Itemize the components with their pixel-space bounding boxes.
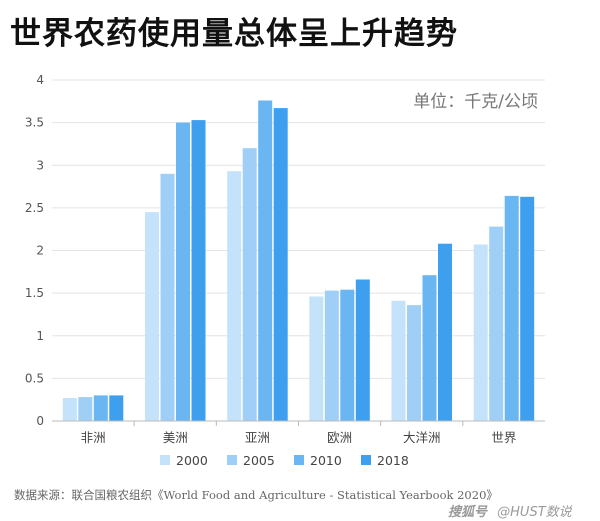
legend-label: 2000: [176, 453, 208, 468]
unit-label: 单位：千克/公顷: [413, 92, 538, 112]
x-tick-label: 大洋洲: [403, 430, 441, 445]
watermark: 搜狐号 @HUST数说: [448, 501, 572, 520]
legend-swatch: [361, 455, 371, 465]
bar: [489, 226, 504, 421]
bar: [227, 171, 242, 421]
bar: [407, 305, 421, 421]
chart-title: 世界农药使用量总体呈上升趋势: [10, 16, 458, 52]
x-tick-label: 世界: [491, 430, 517, 445]
bar: [422, 275, 437, 421]
bar: [324, 290, 339, 421]
bar: [242, 148, 257, 421]
y-tick-label: 4: [36, 73, 44, 87]
y-tick-label: 0: [36, 414, 44, 428]
bar: [176, 122, 190, 421]
legend-swatch: [160, 455, 170, 465]
bar: [160, 173, 175, 421]
bar: [109, 395, 124, 421]
bar: [78, 397, 93, 421]
bar: [145, 212, 159, 421]
legend-swatch: [227, 455, 237, 465]
bar: [438, 243, 452, 421]
axes: 0 0.5 1 1.5 2 2.5 3 3.5 4 非洲 美洲 亚洲 欧洲 大洋洲 世界: [25, 73, 545, 445]
y-tick-label: 1: [36, 329, 44, 343]
bar: [93, 395, 108, 421]
source-note: 数据来源：联合国粮农组织《World Food and Agriculture …: [14, 488, 498, 502]
bar: [62, 398, 77, 421]
watermark-handle: @HUST数说: [497, 505, 572, 520]
bar: [191, 120, 206, 421]
bar: [520, 196, 535, 421]
y-tick-label: 3.5: [25, 116, 44, 130]
y-tick-label: 0.5: [25, 371, 44, 385]
legend-swatch: [294, 455, 304, 465]
y-tick-label: 2: [36, 244, 44, 258]
watermark-logo: 搜狐号: [448, 505, 488, 520]
x-tick-label: 非洲: [81, 430, 106, 445]
x-tick-label: 亚洲: [245, 430, 270, 445]
y-tick-label: 1.5: [25, 286, 44, 300]
x-tick-label: 欧洲: [327, 430, 352, 445]
x-tick-label: 美洲: [163, 430, 188, 445]
y-tick-label: 2.5: [25, 201, 44, 215]
legend-label: 2005: [243, 453, 275, 468]
bar: [273, 108, 288, 421]
grid-lines: [52, 79, 545, 379]
bar: [504, 195, 519, 421]
bar: [340, 289, 355, 421]
bar: [258, 100, 273, 421]
y-tick-label: 3: [36, 158, 44, 172]
bar: [473, 244, 488, 421]
bars: [62, 100, 535, 421]
bar: [391, 300, 406, 421]
legend-label: 2010: [310, 453, 342, 468]
bar: [355, 279, 370, 421]
legend-label: 2018: [377, 453, 409, 468]
legend: 2000 2005 2010 2018: [160, 453, 409, 468]
bar: [309, 296, 324, 421]
